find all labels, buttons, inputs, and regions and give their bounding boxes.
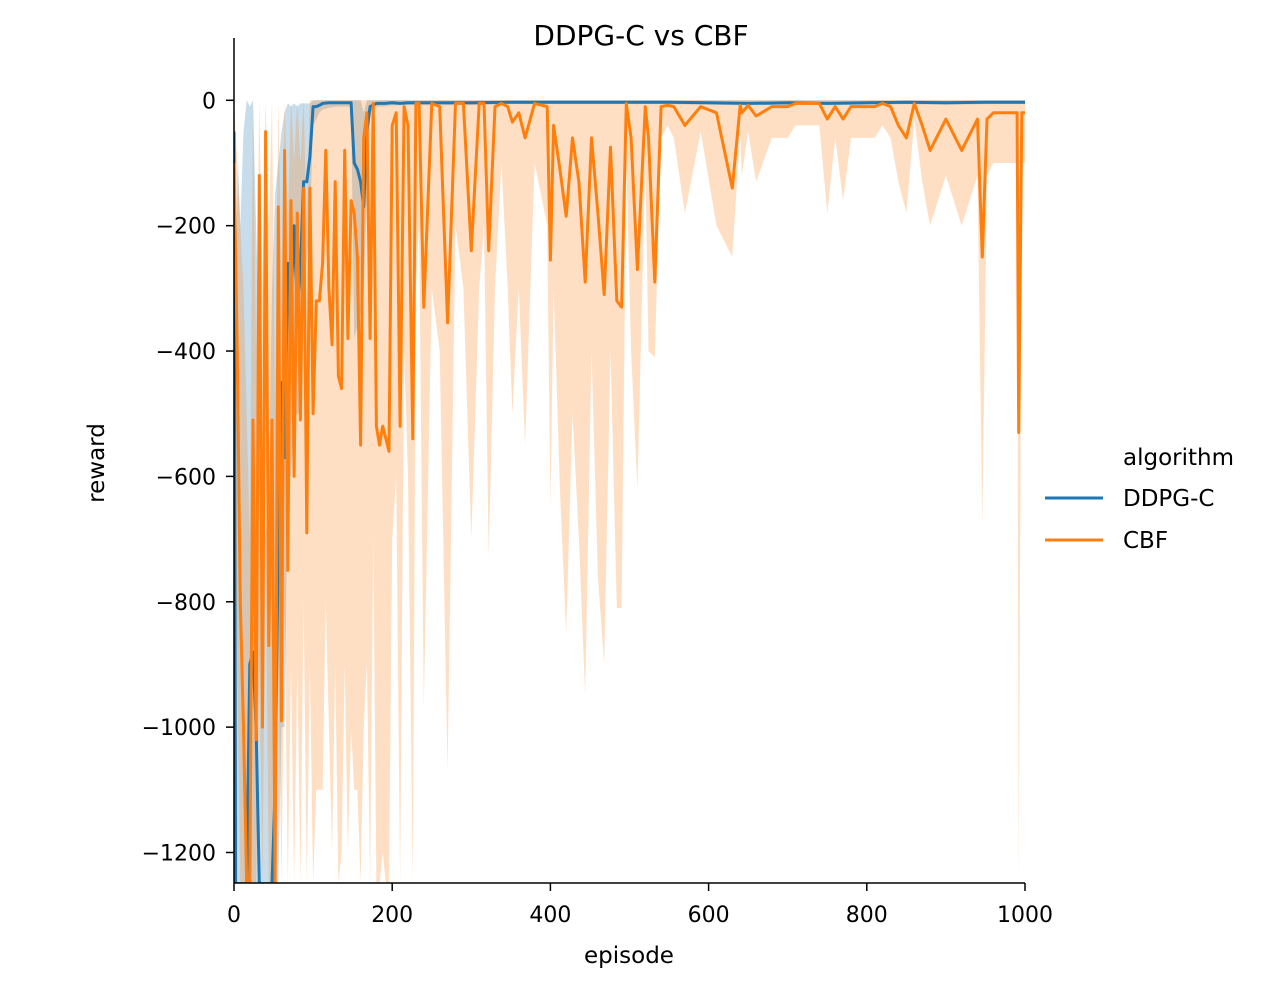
y-tick-label: −1200 [142,842,216,867]
y-tick-label: −1000 [142,716,216,741]
legend-label-ddpg-c: DDPG-C [1123,486,1214,512]
y-tick-label: −600 [156,465,216,490]
chart-title: DDPG-C vs CBF [533,19,748,52]
y-axis-label: reward [84,423,110,503]
x-axis-label: episode [584,943,674,969]
y-tick-label: 0 [202,89,216,114]
y-tick-label: −400 [156,340,216,365]
x-tick-label: 200 [371,903,413,928]
line-ddpg-c [234,100,1025,883]
series-lines [234,100,1025,883]
y-tick-label: −800 [156,591,216,616]
confidence-bands [234,100,1025,883]
legend-label-cbf: CBF [1123,528,1168,554]
y-tick-label: −200 [156,215,216,240]
x-tick-label: 800 [846,903,888,928]
x-tick-label: 400 [529,903,571,928]
line-cbf [234,101,1025,883]
legend-title: algorithm [1123,445,1234,471]
y-axis-ticks: 0 −200 −400 −600 −800 −1000 −1200 [142,89,234,867]
x-tick-label: 1000 [997,903,1053,928]
legend: algorithm DDPG-C CBF [1045,445,1234,554]
x-tick-label: 600 [688,903,730,928]
x-tick-label: 0 [227,903,241,928]
x-axis-ticks: 0 200 400 600 800 1000 [227,883,1053,928]
band-cbf [234,100,1025,883]
